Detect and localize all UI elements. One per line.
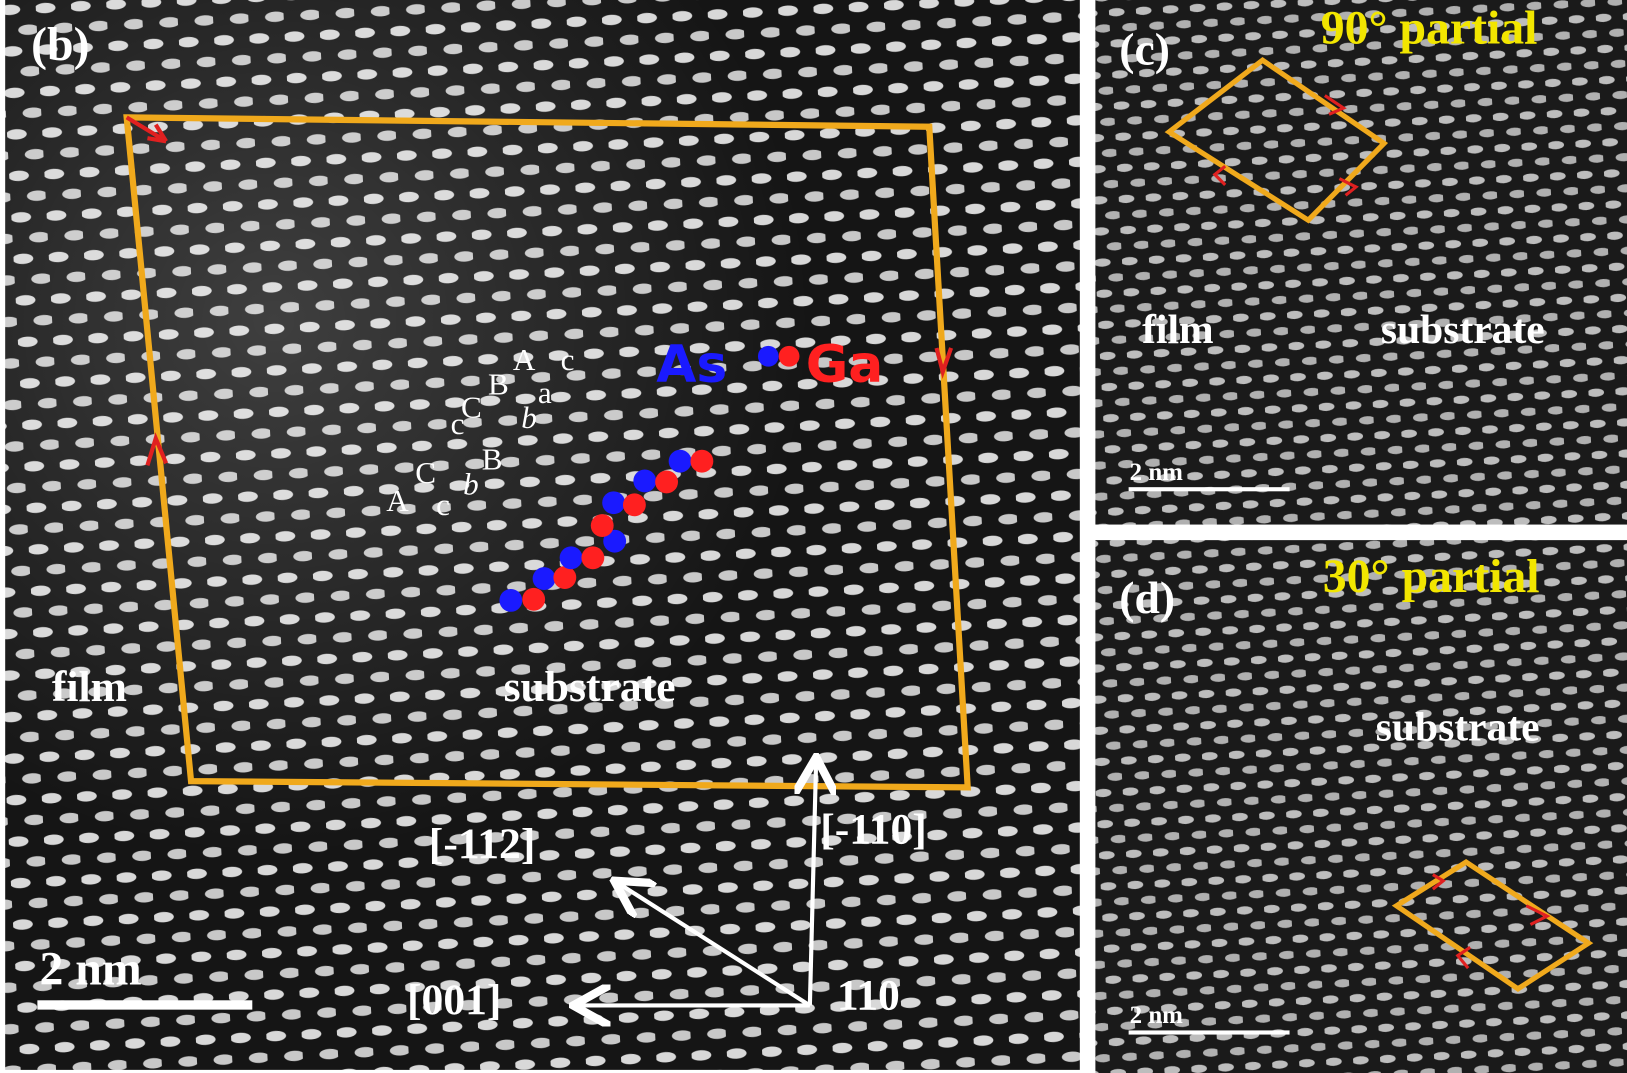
panel-label: (c)	[1119, 23, 1170, 74]
scale-bar	[1128, 487, 1290, 492]
burgers-circuit	[123, 114, 971, 791]
stacking-letter: B	[488, 367, 509, 402]
scale-bar-label: 2 nm	[39, 943, 141, 996]
atom-dot	[690, 449, 714, 473]
stacking-letter: C	[461, 390, 482, 425]
direction-arrows	[577, 761, 816, 1005]
panel-title: 30° partial	[1323, 550, 1540, 603]
micrograph	[1095, 0, 1627, 525]
atom-dot	[603, 529, 627, 553]
scale-bar	[37, 1000, 253, 1010]
region-label: substrate	[504, 663, 676, 711]
legend-label: As	[656, 335, 727, 395]
direction-label: [-110]	[820, 805, 927, 853]
stacking-letter: A	[386, 483, 409, 518]
stacking-letter: c	[561, 342, 575, 377]
panel-c: (c) 90° partial film substrate 2 nm	[1095, 0, 1627, 525]
atom-dot	[633, 469, 657, 493]
atom-dot	[532, 567, 556, 590]
stacking-letter: c	[436, 487, 450, 522]
circuit-arrows	[125, 115, 954, 466]
atom-dot	[499, 588, 523, 612]
stacking-letter: c	[451, 406, 465, 441]
direction-label: 110	[837, 972, 900, 1020]
scale-bar-label: 2 nm	[1130, 1002, 1184, 1029]
stacking-sequence: A c C b B c C b a B A c	[386, 342, 574, 522]
atom-dot	[622, 493, 646, 517]
burgers-circuit	[1391, 859, 1594, 992]
scale-bar	[1128, 1030, 1290, 1035]
stacking-letter: b	[463, 466, 479, 501]
burgers-circuit	[1164, 57, 1389, 224]
stacking-letter: a	[538, 375, 552, 410]
stacking-letter: C	[415, 455, 436, 490]
direction-label: [-112]	[429, 820, 536, 868]
region-label: film	[1142, 306, 1214, 352]
stacking-letter: B	[482, 441, 503, 476]
direction-label: [001]	[407, 976, 501, 1024]
panel-d: (d) 30° partial substrate 2 nm	[1095, 540, 1627, 1073]
atom-dot	[602, 491, 626, 515]
legend-dot	[778, 345, 800, 367]
circuit-arrows	[1212, 94, 1359, 197]
atom-dot	[590, 514, 614, 538]
micrograph	[1095, 540, 1627, 1073]
region-label: substrate	[1381, 306, 1545, 352]
panel-label: (b)	[31, 18, 89, 71]
panel-b: (b) film substrate A c C b B c C b a B A…	[5, 0, 1080, 1070]
atom-dot	[581, 546, 605, 570]
region-label: film	[52, 663, 127, 711]
dimer-chain	[499, 449, 714, 612]
circuit-arrows	[1431, 873, 1551, 970]
legend-label: Ga	[806, 335, 884, 395]
scale-bar-label: 2 nm	[1130, 459, 1184, 486]
atom-dot	[553, 566, 577, 589]
atom-dot	[668, 449, 692, 473]
atom-dot	[522, 587, 546, 611]
legend-dot	[757, 345, 779, 367]
panel-label: (d)	[1119, 572, 1175, 623]
panel-title: 90° partial	[1321, 2, 1538, 55]
region-label: substrate	[1376, 704, 1540, 750]
atom-dot	[559, 546, 583, 570]
stacking-letter: b	[521, 400, 537, 435]
atom-dot	[655, 470, 679, 494]
haze	[5, 0, 1080, 1070]
stacking-letter: A	[513, 342, 536, 377]
